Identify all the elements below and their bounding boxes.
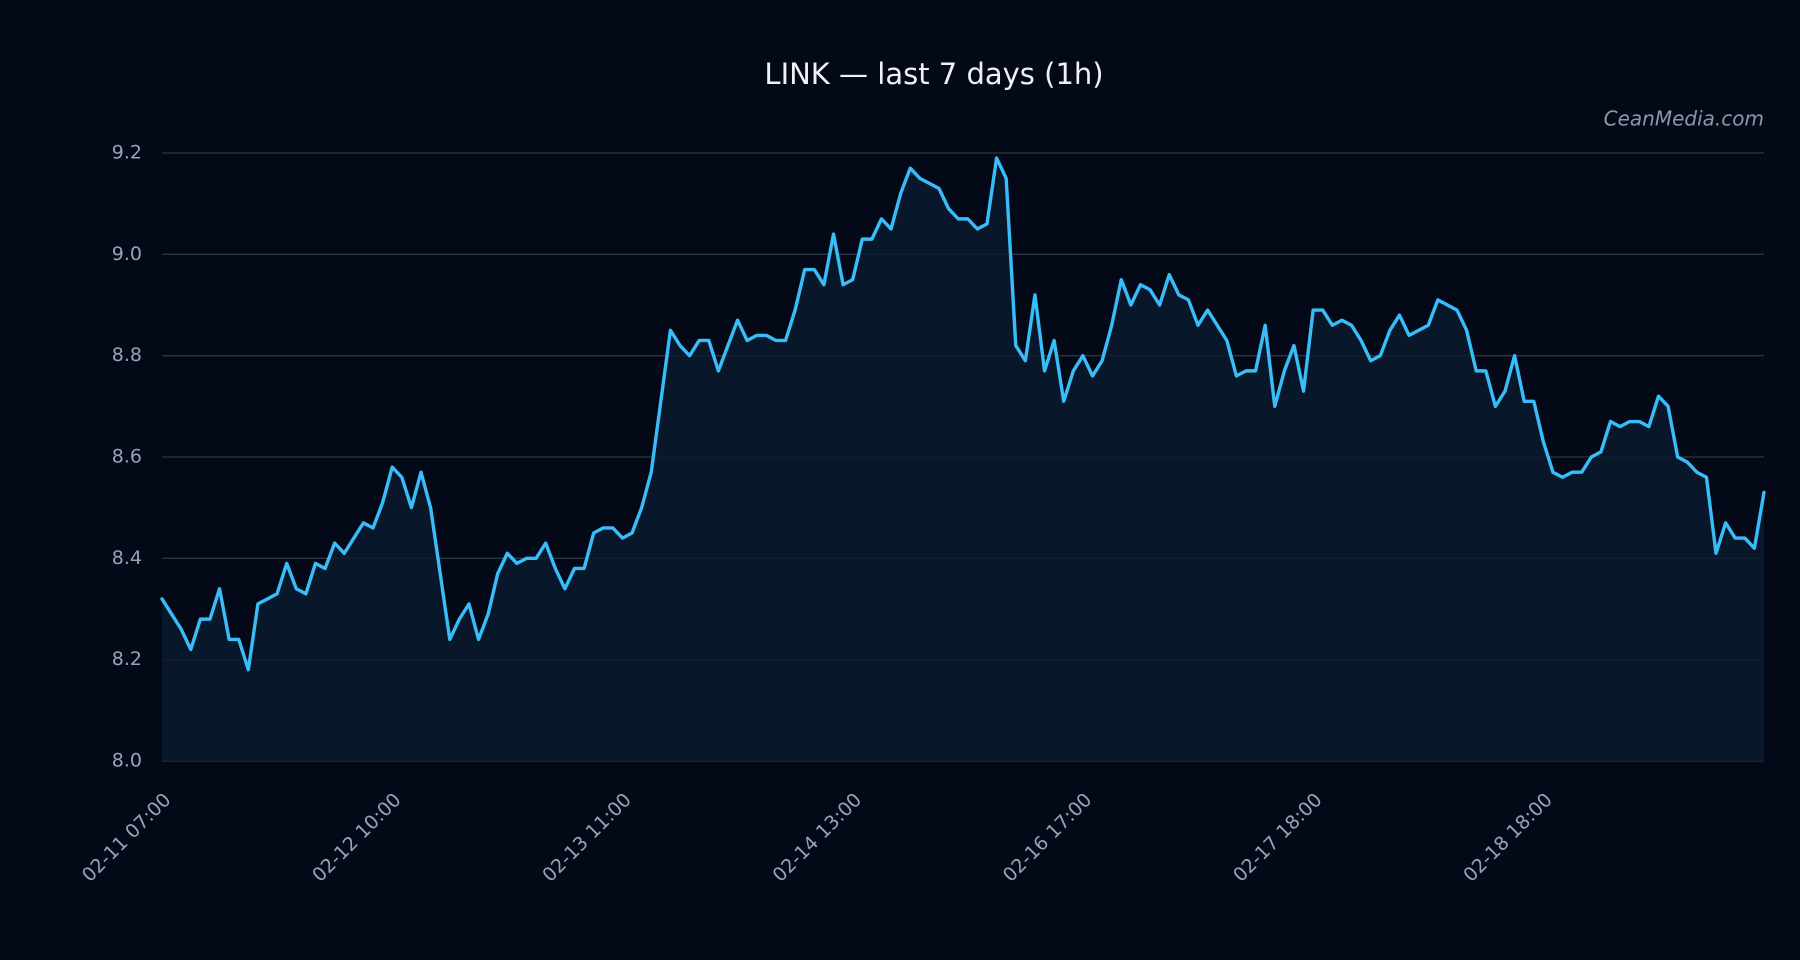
y-tick-label: 8.0: [112, 750, 142, 772]
price-line: [160, 156, 1766, 672]
chart-title: LINK — last 7 days (1h): [764, 57, 1103, 91]
y-tick-label: 8.6: [112, 446, 142, 468]
y-tick-label: 9.0: [112, 243, 142, 265]
watermark: CeanMedia.com: [1604, 107, 1764, 131]
y-tick-label: 8.2: [112, 648, 142, 670]
y-tick-label: 9.2: [112, 142, 142, 164]
y-tick-label: 8.8: [112, 344, 142, 366]
y-tick-label: 8.4: [112, 547, 142, 569]
area-fill: [162, 158, 1764, 761]
